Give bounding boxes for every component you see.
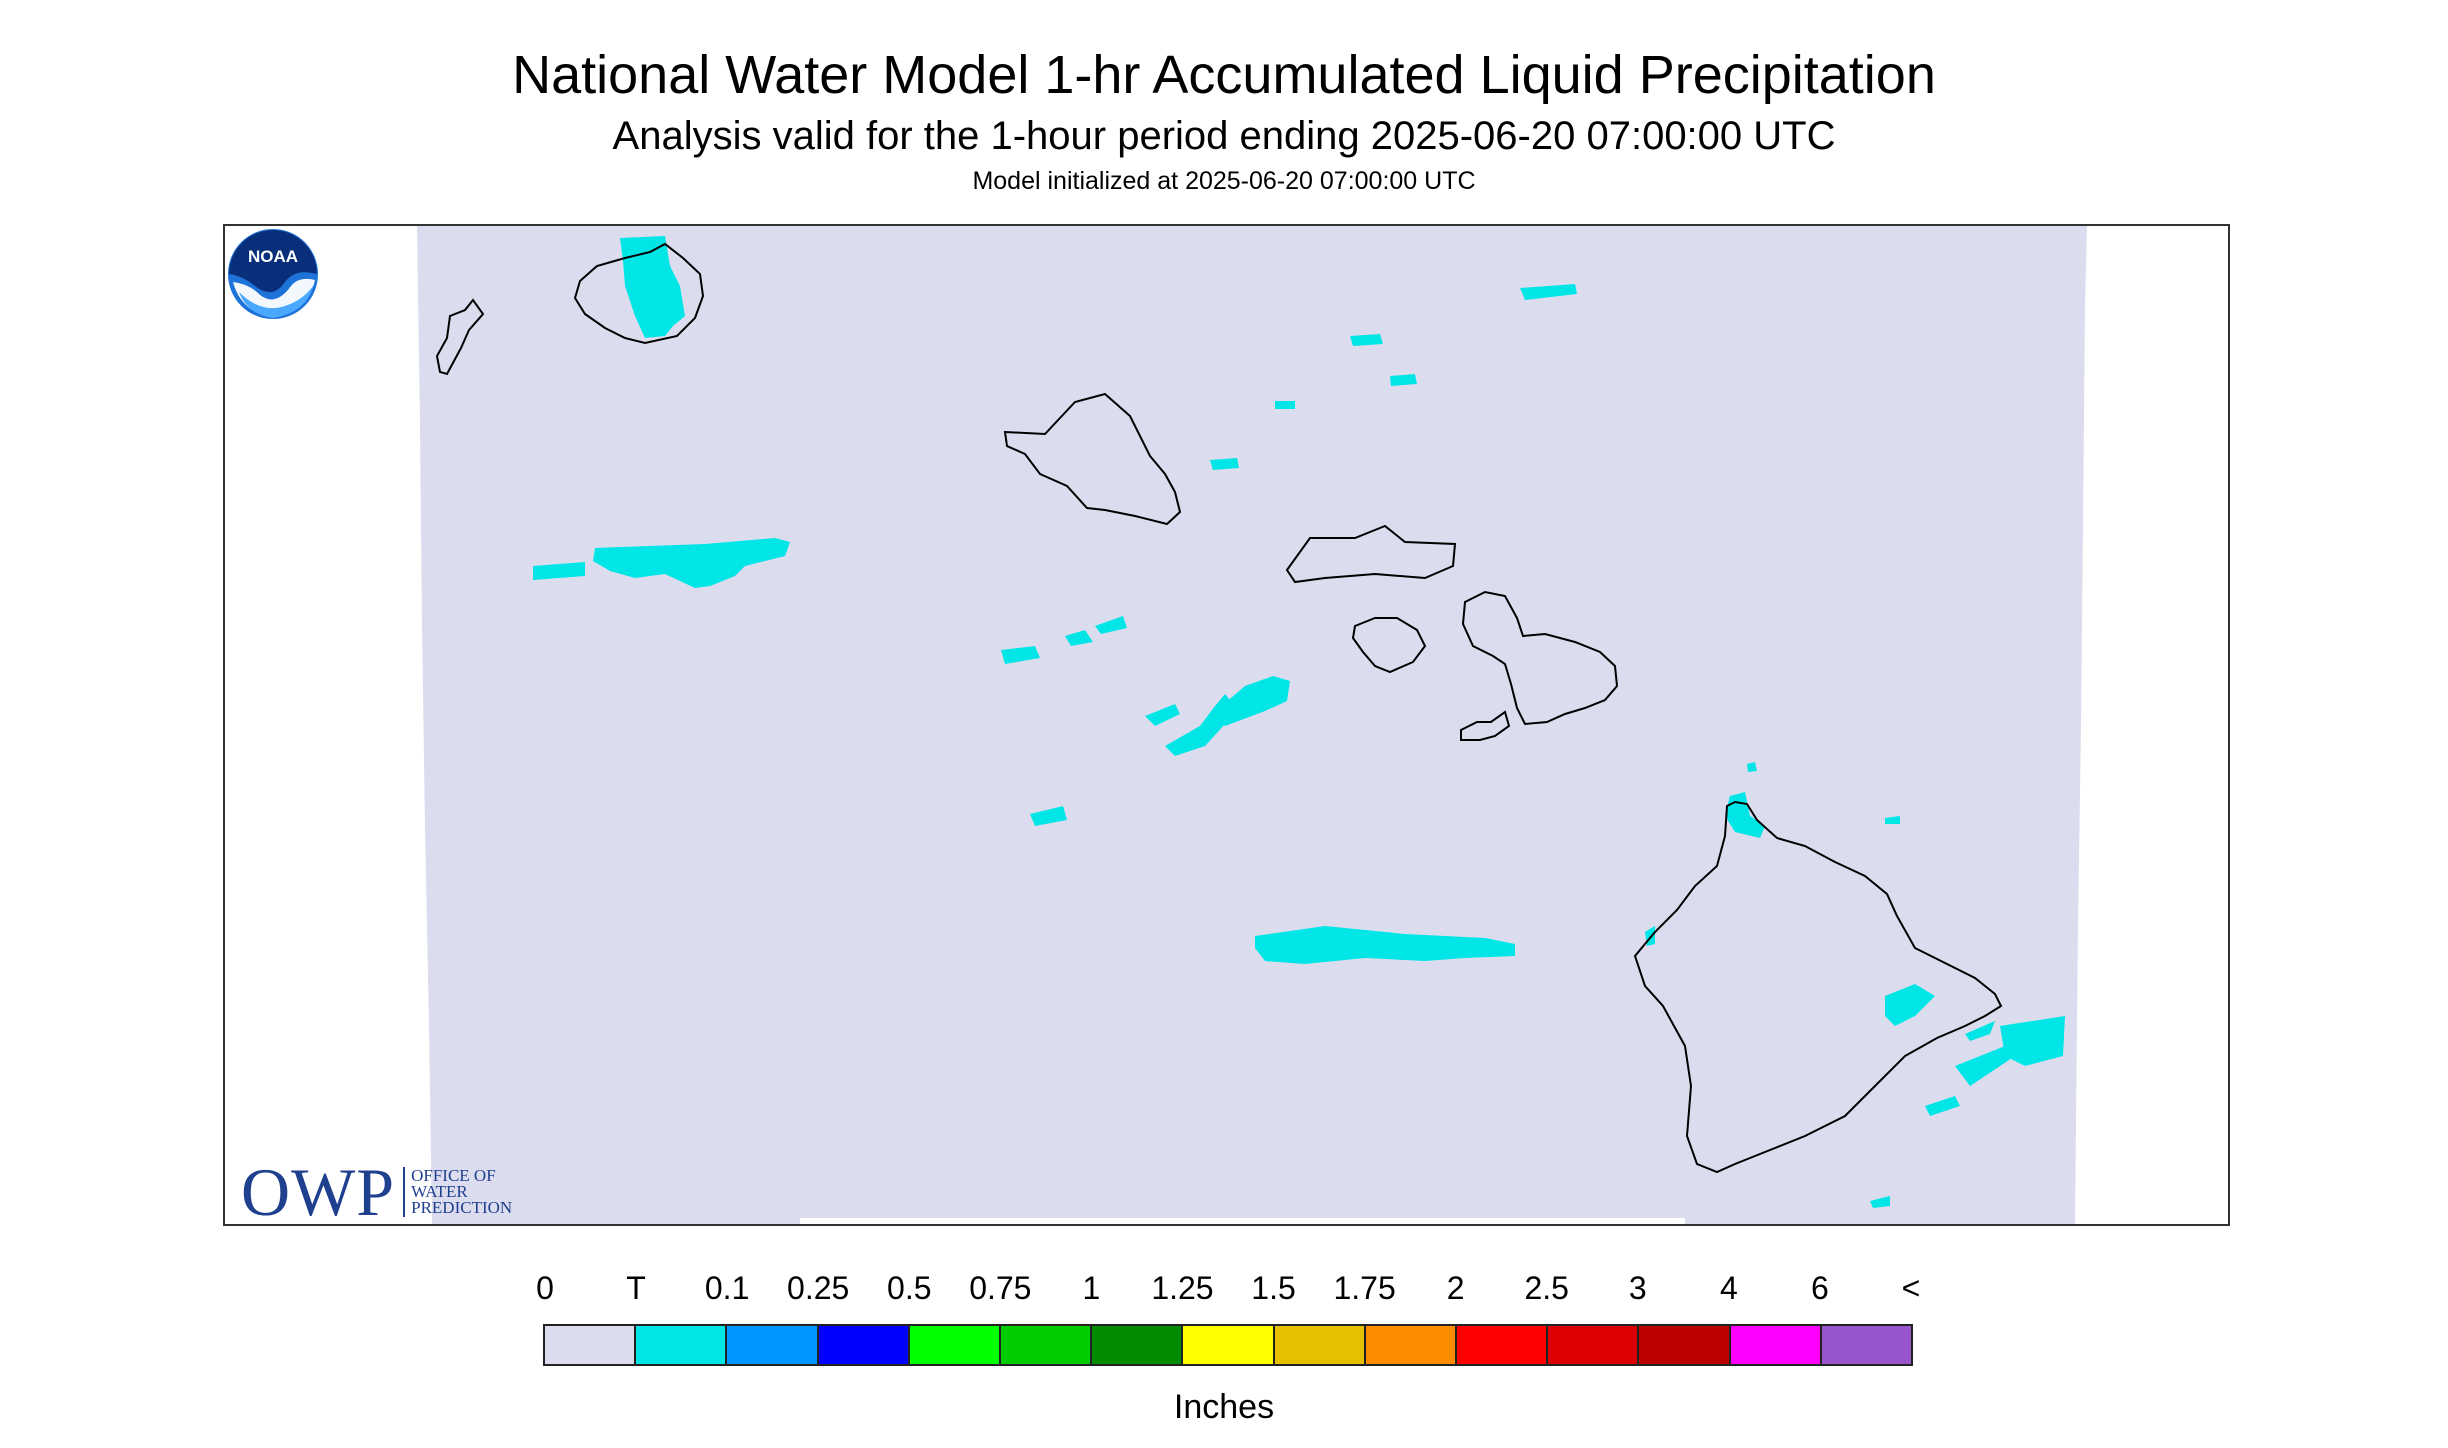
owp-logo-divider xyxy=(403,1167,406,1217)
legend-units-label: Inches xyxy=(1173,1388,1275,1426)
legend-swatch xyxy=(545,1326,637,1364)
island-coastlines xyxy=(435,242,2003,1174)
legend-swatch xyxy=(1639,1326,1731,1364)
precip-area xyxy=(1001,646,1040,664)
legend-swatch xyxy=(1821,1326,1912,1364)
noaa-logo: NOAA xyxy=(226,227,320,321)
owp-logo-name: OFFICE OF WATER PREDICTION xyxy=(411,1166,513,1217)
chart-subtitle: Analysis valid for the 1-hour period end… xyxy=(612,114,1836,158)
coastline-molokai xyxy=(1285,524,1457,584)
precip-area xyxy=(1955,1046,2015,1086)
owp-logo: OWP OFFICE OF WATER PREDICTION xyxy=(241,1154,513,1226)
legend-swatch xyxy=(818,1326,910,1364)
precip-area xyxy=(1145,704,1180,726)
legend-tick-label: 2.5 xyxy=(1524,1270,1569,1306)
precip-area xyxy=(1350,334,1383,346)
precip-area xyxy=(1255,926,1515,964)
precip-area xyxy=(1747,762,1757,772)
legend-tick-label: 0.1 xyxy=(704,1270,750,1306)
coastline-lanai xyxy=(1351,617,1427,674)
legend-tick-label: 6 xyxy=(1811,1270,1829,1306)
precip-area xyxy=(1885,816,1900,824)
precip-area xyxy=(1210,458,1239,470)
legend-tick-label: < xyxy=(1901,1270,1921,1306)
legend-swatch xyxy=(1183,1326,1275,1364)
legend-colorbar xyxy=(543,1324,1913,1366)
precip-area xyxy=(1925,1096,1960,1116)
legend-tick-label: 0.25 xyxy=(787,1270,850,1306)
precip-area xyxy=(1725,792,1765,838)
precip-area xyxy=(1275,401,1295,409)
legend-tick-label: 1.25 xyxy=(1151,1270,1214,1306)
coastline-kahoolawe xyxy=(1460,710,1511,741)
legend-swatch xyxy=(1457,1326,1549,1364)
coastline-hawaii xyxy=(1633,800,2003,1174)
legend-tick-label: 1.75 xyxy=(1333,1270,1396,1306)
precip-area xyxy=(1520,284,1577,300)
precip-area xyxy=(1870,1196,1890,1208)
legend-swatch xyxy=(1092,1326,1184,1364)
precip-area xyxy=(620,236,685,338)
precip-area xyxy=(533,562,585,580)
owp-logo-line-2: WATER xyxy=(411,1182,468,1201)
legend-swatch xyxy=(727,1326,819,1364)
legend-swatch xyxy=(1274,1326,1366,1364)
coastline-niihau xyxy=(435,298,485,376)
map-svg xyxy=(417,226,2087,1224)
coastline-oahu xyxy=(1003,392,1182,526)
legend-swatch xyxy=(1365,1326,1458,1364)
precip-area xyxy=(1885,984,1935,1026)
precip-area xyxy=(1030,806,1067,826)
legend-tick-label: 1 xyxy=(1082,1270,1101,1306)
legend-tick-label: 3 xyxy=(1628,1270,1647,1306)
precip-area xyxy=(1165,694,1235,756)
legend-tick-labels: 0 T 0.1 0.25 0.5 0.75 1 1.25 1.5 1.75 2 2.5 3 4 6 < xyxy=(0,1268,2448,1308)
legend-tick-label: 4 xyxy=(1719,1270,1738,1306)
owp-logo-line-1: OFFICE OF xyxy=(411,1166,496,1185)
legend-swatch xyxy=(1548,1326,1640,1364)
map-panel: OWP OFFICE OF WATER PREDICTION NOAA xyxy=(223,224,2230,1226)
precip-area xyxy=(1390,374,1417,386)
legend-tick-label: 0.5 xyxy=(887,1270,932,1306)
legend-swatch xyxy=(1001,1326,1093,1364)
coastline-maui xyxy=(1461,590,1619,726)
coastline-kauai xyxy=(573,242,705,345)
owp-logo-line-3: PREDICTION xyxy=(411,1198,513,1217)
legend-tick-label: 0.75 xyxy=(969,1270,1032,1306)
precip-area xyxy=(1965,1021,1995,1041)
noaa-logo-text: NOAA xyxy=(248,247,298,266)
model-init-text: Model initialized at 2025-06-20 07:00:00… xyxy=(972,167,1476,195)
legend-swatch xyxy=(1730,1326,1822,1364)
chart-title: National Water Model 1-hr Accumulated Li… xyxy=(512,45,1936,105)
precip-area xyxy=(1065,630,1093,646)
legend-swatch xyxy=(909,1326,1002,1364)
legend-tick-label: T xyxy=(626,1270,646,1306)
precipitation-areas xyxy=(533,236,2065,1208)
legend-tick-label: 0 xyxy=(536,1270,554,1306)
model-domain xyxy=(417,226,2087,1224)
precip-area xyxy=(1210,676,1290,726)
precip-area xyxy=(2000,1016,2065,1066)
precip-area xyxy=(593,538,790,588)
legend-tick-label: 2 xyxy=(1446,1270,1465,1306)
owp-logo-mark: OWP xyxy=(241,1154,396,1226)
precip-area xyxy=(1095,616,1127,634)
legend-swatch xyxy=(636,1326,728,1364)
legend-tick-label: 1.5 xyxy=(1251,1270,1296,1306)
